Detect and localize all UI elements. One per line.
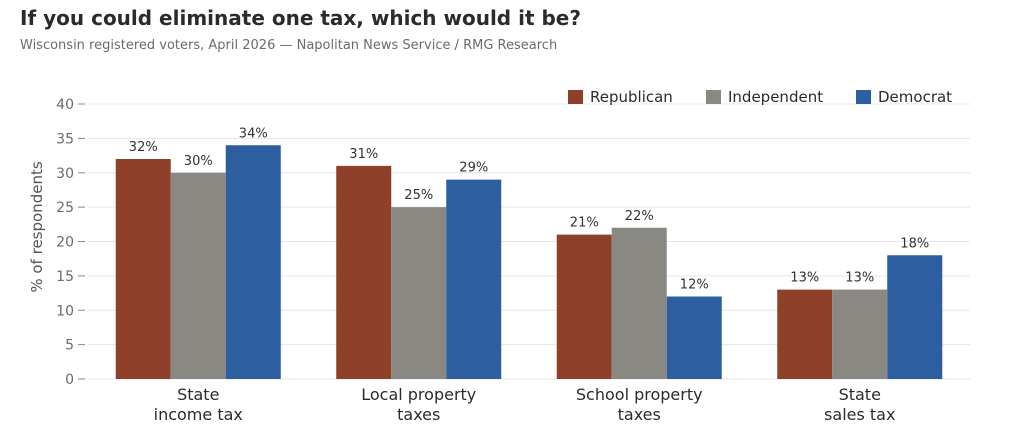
x-tick-label: taxes [618, 405, 661, 424]
bar-value-label: 13% [790, 271, 819, 286]
bar-independent [611, 227, 667, 379]
bar-republican [336, 165, 392, 379]
legend-swatch-democrat [856, 90, 871, 104]
bar-value-label: 18% [900, 236, 929, 251]
x-tick-label: Local property [361, 385, 476, 404]
x-tick-label: taxes [397, 405, 440, 424]
y-tick-label: 30 [56, 166, 74, 182]
bar-value-label: 31% [349, 147, 378, 162]
bar-value-label: 25% [404, 188, 433, 203]
y-tick-label: 5 [65, 338, 74, 354]
legend-label-democrat: Democrat [878, 88, 952, 106]
value-labels: 32% 30% 34% 31% 25% 29% 21% 22% 12% 13% 13% 18% [129, 126, 929, 292]
chart-title: If you could eliminate one tax, which wo… [20, 6, 581, 30]
bar-value-label: 13% [845, 271, 874, 286]
bar-value-label: 29% [459, 161, 488, 176]
x-tick-label: State [839, 385, 881, 404]
legend: Republican Independent Democrat [568, 88, 952, 106]
bars [115, 145, 943, 379]
x-tick-label: School property [576, 385, 703, 404]
bar-democrat [887, 255, 943, 379]
bar-independent [170, 172, 226, 379]
bar-republican [556, 234, 612, 379]
y-tick-label: 10 [56, 303, 74, 319]
bar-democrat [446, 179, 502, 379]
bar-value-label: 34% [239, 126, 268, 141]
bar-value-label: 32% [129, 140, 158, 155]
legend-swatch-independent [706, 90, 721, 104]
legend-label-independent: Independent [728, 88, 823, 106]
legend-label-republican: Republican [590, 88, 673, 106]
bar-independent [391, 207, 447, 379]
x-tick-label: State [177, 385, 219, 404]
y-axis: 0 5 10 15 20 25 30 35 40 [56, 97, 85, 388]
x-tick-label: sales tax [824, 405, 895, 424]
y-tick-label: 20 [56, 235, 74, 251]
bar-democrat [666, 296, 722, 379]
bar-value-label: 30% [184, 154, 213, 169]
bar-republican [777, 289, 833, 379]
y-tick-label: 35 [56, 131, 74, 147]
bar-independent [832, 289, 888, 379]
y-tick-label: 40 [56, 97, 74, 113]
bar-democrat [225, 145, 281, 379]
legend-swatch-republican [568, 90, 583, 104]
chart-subtitle: Wisconsin registered voters, April 2026 … [20, 38, 558, 53]
bar-value-label: 21% [570, 216, 599, 231]
bar-value-label: 22% [625, 209, 654, 224]
y-tick-label: 25 [56, 200, 74, 216]
y-tick-label: 15 [56, 269, 74, 285]
y-tick-label: 0 [65, 372, 74, 388]
y-axis-label: % of respondents [28, 161, 46, 292]
bar-republican [115, 159, 171, 379]
x-tick-label: income tax [154, 405, 243, 424]
bar-value-label: 12% [680, 278, 709, 293]
